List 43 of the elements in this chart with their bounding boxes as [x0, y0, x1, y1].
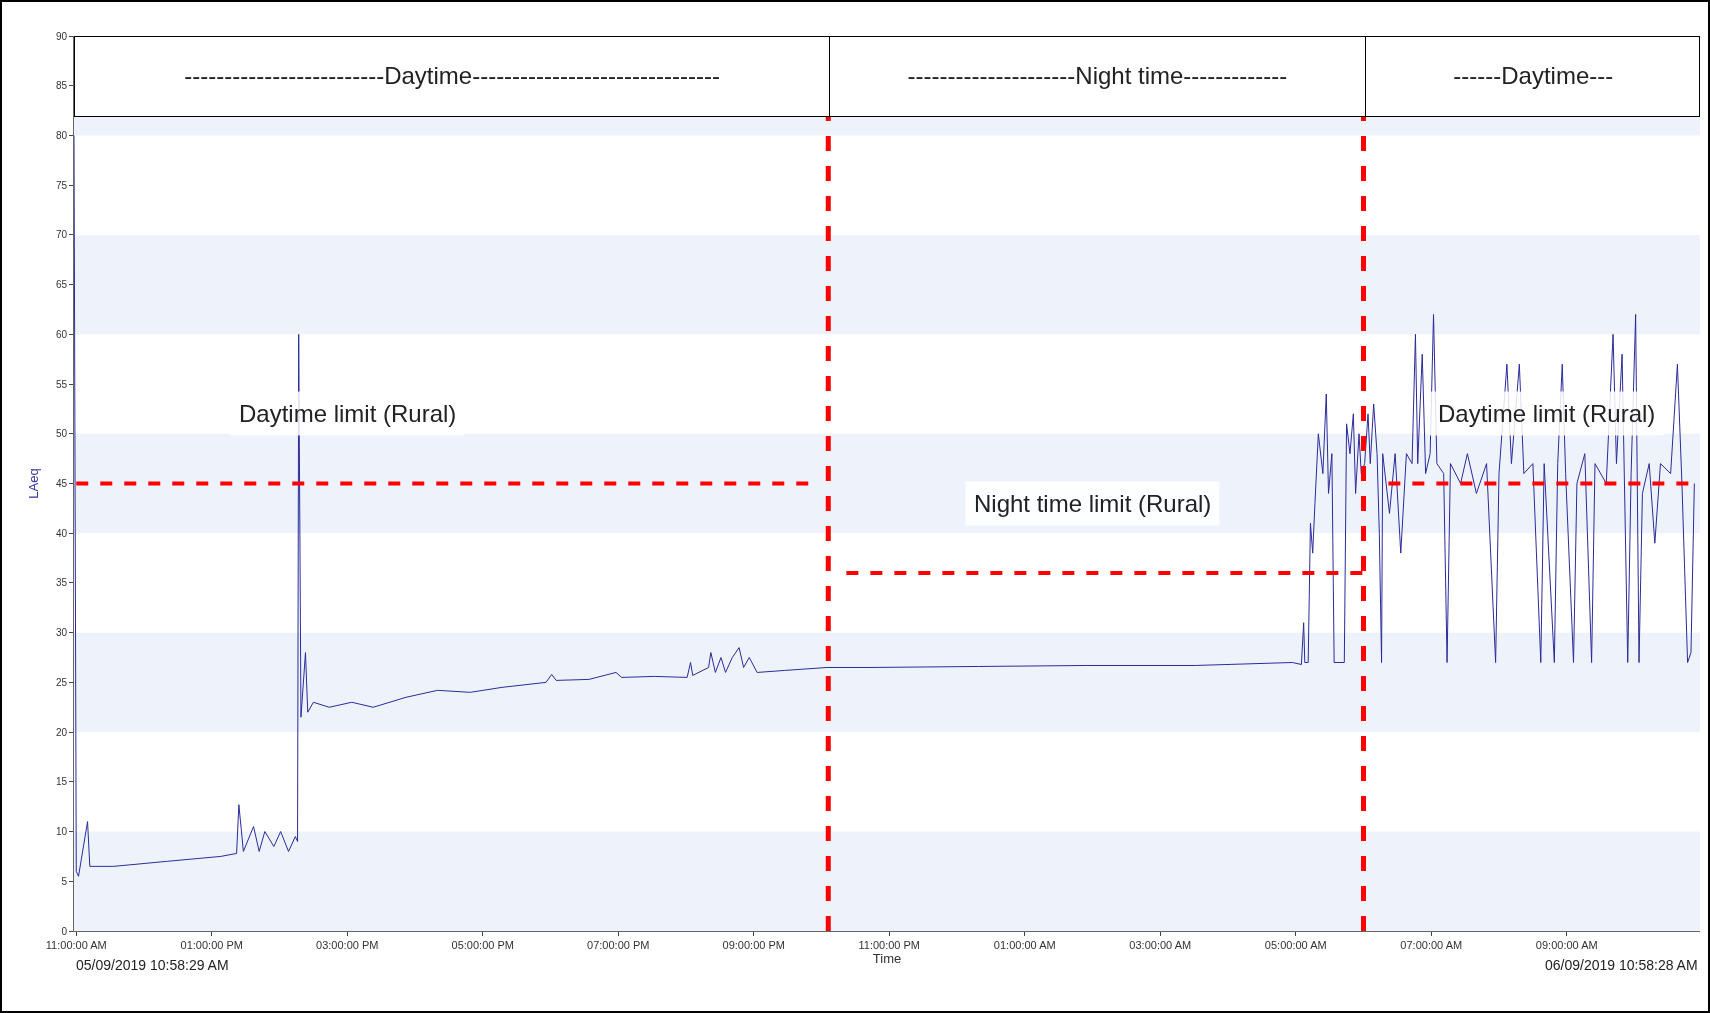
x-tick-label: 03:00:00 PM: [316, 939, 379, 952]
y-tick-label: 75: [55, 179, 68, 191]
line-series: [74, 134, 1695, 877]
text: 06/09/2019 10:58:28 AM: [1545, 957, 1698, 973]
annotation: Daytime limit (Rural): [239, 400, 457, 427]
y-tick-label: 60: [55, 328, 68, 340]
y-tick-label: 65: [55, 279, 68, 291]
x-tick-label: 01:00:00 PM: [180, 939, 243, 952]
y-tick-label: 20: [55, 726, 68, 738]
x-tick-label: 09:00:00 AM: [1535, 939, 1598, 952]
x-tick-label: 05:00:00 AM: [1264, 939, 1327, 952]
y-tick-label: 25: [55, 676, 68, 688]
y-tick-label: 55: [55, 378, 68, 390]
annotation: ---------------------Night time-------------: [829, 37, 1365, 116]
y-tick-label: 15: [55, 776, 68, 788]
x-tick-label: 03:00:00 AM: [1129, 939, 1192, 952]
x-tick-label: 11:00:00 PM: [858, 939, 921, 952]
y-tick-label: 40: [55, 527, 68, 539]
y-tick-label: 35: [55, 577, 68, 589]
x-tick-label: 01:00:00 AM: [993, 939, 1056, 952]
x-tick-label: 11:00:00 AM: [45, 939, 107, 952]
y-tick-label: 85: [55, 80, 68, 92]
y-tick-label: 45: [55, 478, 68, 489]
annotation: ------Daytime---: [1364, 37, 1701, 116]
y-tick-label: 10: [55, 826, 68, 838]
x-tick-label: 07:00:00 PM: [587, 939, 650, 952]
x-tick-label: 07:00:00 AM: [1400, 939, 1463, 952]
y-axis-title: LAeq: [26, 468, 41, 499]
y-tick-label: 70: [55, 229, 68, 241]
y-tick-label: 30: [55, 627, 68, 639]
x-tick-label: 05:00:00 PM: [451, 939, 514, 952]
x-axis-title: Time: [872, 951, 902, 967]
text: 05/09/2019 10:58:29 AM: [76, 957, 229, 973]
annotation: Night time limit (Rural): [974, 490, 1212, 517]
header-table: -------------------------Daytime------------------------------- ---------------------Night time------------- ------Daytime---: [74, 36, 1700, 117]
x-tick-label: 09:00:00 PM: [722, 939, 785, 952]
annotation: -------------------------Daytime-------------------------------: [183, 61, 721, 92]
y-tick-label: 50: [55, 428, 68, 440]
y-tick-label: 80: [55, 129, 68, 141]
y-tick-label: 5: [61, 875, 68, 887]
y-tick-label: 0: [61, 925, 68, 937]
y-tick-label: 90: [55, 30, 68, 42]
annotation: Daytime limit (Rural): [1438, 400, 1656, 427]
